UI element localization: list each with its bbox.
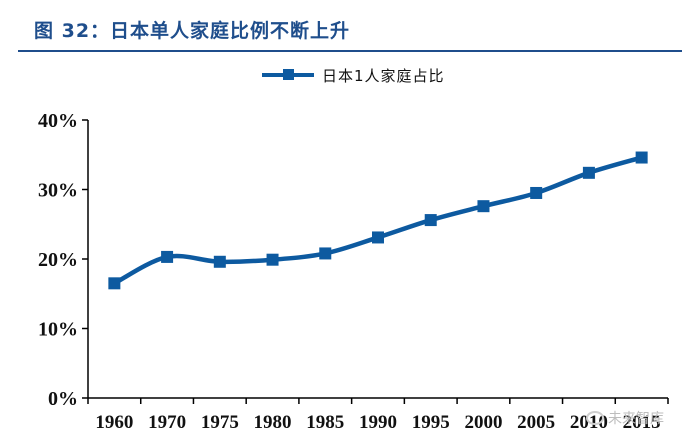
title-divider [18,50,682,52]
data-point [108,277,121,290]
data-point [266,253,279,266]
y-tick-label: 40% [38,110,78,132]
x-tick-label: 2005 [517,412,555,433]
chart-legend: 日本1人家庭占比 [262,63,445,87]
data-point [213,255,226,268]
y-tick-label: 10% [38,319,78,341]
x-tick-label: 1975 [201,412,239,433]
data-point [635,151,648,164]
data-point [161,250,174,263]
data-point [477,200,490,213]
x-tick-label: 1985 [306,412,344,433]
watermark: 未来智库 [586,408,664,428]
data-point [424,214,437,227]
legend-line-marker-icon [262,69,314,80]
data-point [319,247,332,260]
x-tick-label: 1960 [95,412,133,433]
x-tick-label: 2015 [623,412,661,433]
x-tick-label: 1970 [148,412,186,433]
y-tick-label: 20% [38,249,78,271]
legend-label: 日本1人家庭占比 [322,66,445,85]
y-tick-label: 0% [48,388,78,410]
x-tick-label: 1995 [412,412,450,433]
wechat-icon [586,411,604,425]
data-point [530,186,543,199]
data-point [582,166,595,179]
data-point [372,231,384,244]
y-tick-label: 30% [38,180,78,202]
x-tick-label: 2000 [464,412,502,433]
series-line [113,155,643,286]
watermark-text: 未来智库 [608,411,664,427]
x-tick-label: 1990 [359,412,397,433]
x-tick-label: 1980 [254,412,292,433]
figure-title: 图 32：日本单人家庭比例不断上升 [34,20,351,42]
